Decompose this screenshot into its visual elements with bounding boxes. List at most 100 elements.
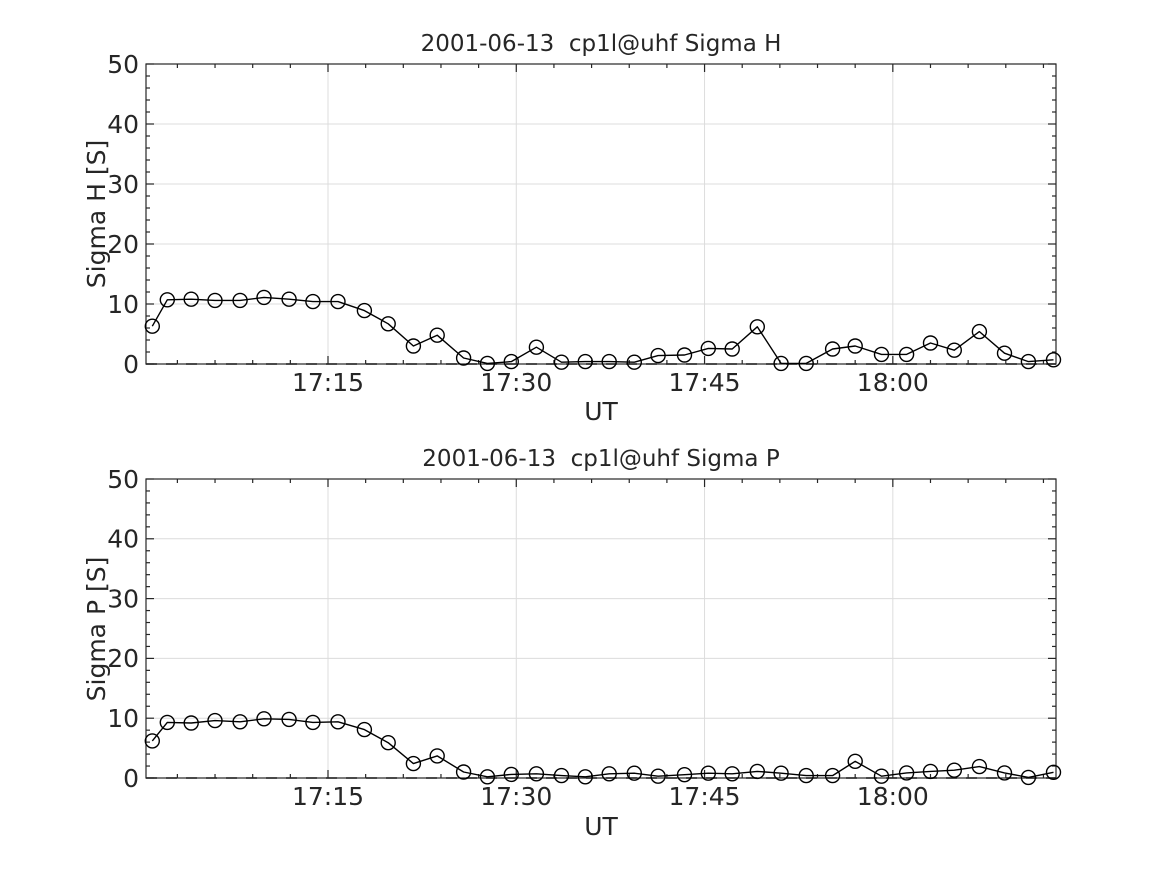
- sigma-p-data-point-marker: [922, 763, 939, 780]
- sigma-h-data-point-marker: [1045, 352, 1062, 368]
- sigma-p-data-point-marker: [601, 766, 617, 782]
- sigma-h-data-point-marker: [330, 293, 346, 310]
- sigma-h-plot: 17:15 17:30 17:45 18:00 0 10 20 30 40 50: [107, 50, 1062, 397]
- sigma-p-data-point-marker: [405, 755, 422, 772]
- sigma-p-data-point-marker: [256, 711, 272, 727]
- sigma-h-data-point-marker: [281, 291, 297, 307]
- sigma-h-data-point-marker: [479, 355, 496, 372]
- sigma-p-data-point-marker: [207, 712, 223, 729]
- sigma-h-y-tick-label: 30: [107, 170, 139, 199]
- sigma-h-data-point-marker: [429, 327, 445, 343]
- sigma-h-data-point-marker: [183, 291, 199, 307]
- sigma-p-y-axis-label: Sigma P [S]: [82, 556, 111, 702]
- sigma-p-data-point-marker: [798, 767, 814, 784]
- sigma-p-data-point-marker: [724, 766, 740, 782]
- sigma-p-data-point-marker: [946, 762, 962, 778]
- sigma-h-y-tick-label: 10: [107, 290, 139, 319]
- sigma-p-markers: [144, 711, 1062, 786]
- sigma-h-y-axis-label: Sigma H [S]: [82, 139, 111, 289]
- sigma-p-chart-title: 2001-06-13 cp1l@uhf Sigma P: [422, 446, 780, 472]
- sigma-h-data-point-marker: [676, 347, 693, 363]
- sigma-p-data-point-marker: [996, 765, 1013, 781]
- sigma-h-data-point-marker: [356, 302, 373, 319]
- sigma-p-data-point-marker: [577, 769, 593, 785]
- sigma-p-data-point-marker: [455, 764, 472, 780]
- sigma-h-x-tick-label: 17:15: [292, 368, 364, 397]
- sigma-p-tick-labels: 17:15 17:30 17:45 18:00 0 10 20 30 40 50: [107, 465, 929, 811]
- sigma-h-data-point-marker: [159, 292, 176, 308]
- sigma-h-data-point-marker: [601, 353, 617, 370]
- sigma-h-data-point-marker: [1020, 353, 1037, 370]
- sigma-p-data-line: [151, 718, 1054, 779]
- sigma-p-data-point-marker: [330, 714, 346, 730]
- sigma-h-data-point-marker: [773, 355, 789, 372]
- sigma-h-y-tick-label: 0: [123, 350, 139, 379]
- sigma-p-data-point-marker: [144, 733, 161, 749]
- sigma-h-x-tick-label: 18:00: [857, 368, 929, 397]
- sigma-p-data-point-marker: [873, 768, 890, 784]
- sigma-h-data-point-marker: [256, 289, 272, 306]
- sigma-p-x-tick-label: 17:30: [480, 782, 552, 811]
- sigma-p-data-point-marker: [553, 767, 570, 784]
- sigma-h-chart-title: 2001-06-13 cp1l@uhf Sigma H: [420, 31, 782, 57]
- sigma-p-data-point-marker: [626, 765, 642, 781]
- sigma-h-x-tick-label: 17:45: [669, 368, 741, 397]
- sigma-h-data-line: [151, 296, 1054, 365]
- sigma-p-x-axis-label: UT: [584, 812, 618, 841]
- sigma-h-data-point-marker: [305, 293, 321, 310]
- sigma-p-data-point-marker: [898, 765, 915, 781]
- sigma-p-y-tick-label: 30: [107, 584, 139, 613]
- sigma-h-data-point-marker: [898, 346, 915, 363]
- sigma-p-data-point-marker: [824, 767, 841, 784]
- sigma-h-data-point-marker: [873, 346, 890, 363]
- sigma-h-grid: [146, 64, 1056, 364]
- sigma-p-y-tick-label: 20: [107, 644, 139, 673]
- sigma-p-data-point-marker: [528, 766, 545, 782]
- sigma-p-data-point-marker: [847, 753, 863, 769]
- sigma-h-data-point-marker: [724, 341, 740, 357]
- sigma-h-data-point-marker: [700, 340, 716, 357]
- sigma-h-x-axis-label: UT: [584, 397, 618, 426]
- sigma-p-x-tick-label: 17:45: [669, 782, 741, 811]
- sigma-p-data-point-marker: [773, 765, 789, 781]
- sigma-h-ticks: [146, 63, 1056, 365]
- sigma-h-y-tick-label: 50: [107, 50, 139, 79]
- sigma-p-plot: 17:15 17:30 17:45 18:00 0 10 20 30 40 50: [107, 465, 1062, 811]
- sigma-p-data-point-marker: [749, 763, 765, 780]
- sigma-h-data-point-marker: [405, 338, 422, 354]
- sigma-h-data-point-marker: [971, 323, 988, 340]
- sigma-p-data-point-marker: [479, 769, 496, 785]
- sigma-h-data-point-marker: [996, 345, 1013, 361]
- sigma-p-ticks: [146, 478, 1056, 779]
- sigma-p-data-point-marker: [1020, 769, 1037, 786]
- sigma-h-data-point-marker: [553, 354, 570, 370]
- sigma-p-data-point-marker: [700, 765, 716, 781]
- sigma-h-markers: [144, 289, 1062, 372]
- sigma-h-data-point-marker: [528, 339, 545, 355]
- sigma-p-data-point-marker: [281, 711, 297, 728]
- sigma-h-axes-box: [145, 63, 1057, 365]
- sigma-p-grid: [146, 479, 1056, 778]
- sigma-p-data-point-marker: [183, 715, 199, 731]
- sigma-h-data-point-marker: [946, 342, 962, 358]
- sigma-p-data-point-marker: [1045, 764, 1062, 780]
- sigma-p-y-tick-label: 50: [107, 465, 139, 494]
- sigma-p-data-point-marker: [503, 766, 519, 783]
- sigma-h-data-point-marker: [380, 316, 396, 332]
- sigma-p-data-point-marker: [650, 768, 666, 784]
- sigma-h-data-point-marker: [232, 292, 248, 309]
- sigma-h-y-tick-label: 20: [107, 230, 139, 259]
- sigma-p-data-point-marker: [676, 767, 693, 783]
- sigma-h-tick-labels: 17:15 17:30 17:45 18:00 0 10 20 30 40 50: [107, 50, 929, 397]
- sigma-p-y-tick-label: 10: [107, 704, 139, 733]
- sigma-p-data-point-marker: [356, 721, 373, 738]
- sigma-p-x-tick-label: 17:15: [292, 782, 364, 811]
- sigma-p-y-tick-label: 0: [123, 764, 139, 793]
- sigma-h-data-point-marker: [207, 292, 223, 309]
- sigma-h-data-point-marker: [922, 335, 939, 351]
- sigma-h-data-point-marker: [749, 319, 765, 335]
- sigma-p-data-point-marker: [971, 758, 988, 775]
- sigma-p-data-point-marker: [429, 748, 445, 764]
